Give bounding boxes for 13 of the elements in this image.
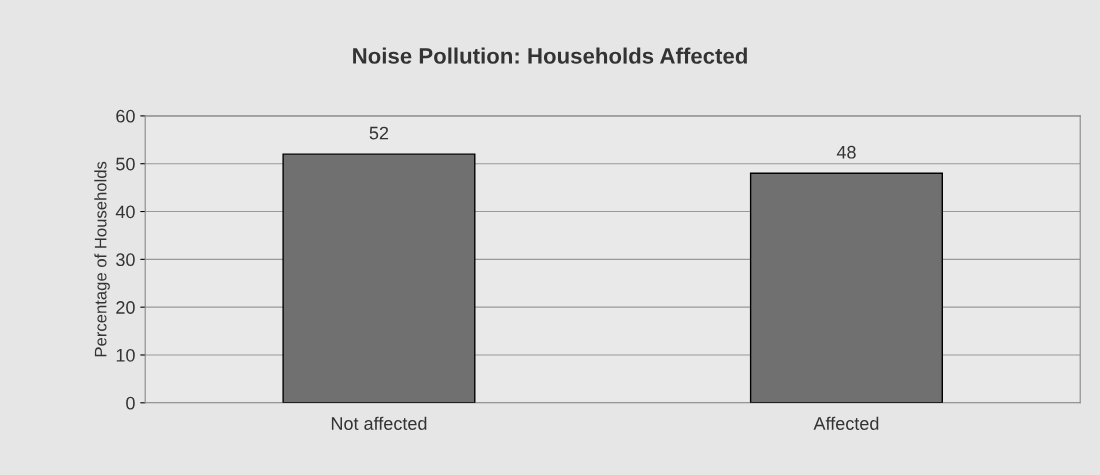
- y-tick-label: 50: [116, 157, 135, 171]
- chart-title: Noise Pollution: Households Affected: [353, 47, 747, 64]
- x-tick-label: Affected: [813, 416, 879, 430]
- y-tick-label: 40: [115, 205, 135, 219]
- y-tick-label: 20: [116, 301, 135, 314]
- x-tick-label: Not affected: [331, 416, 427, 430]
- y-tick-label: 10: [116, 348, 135, 362]
- y-tick-label: 60: [116, 109, 135, 123]
- y-tick-label: 30: [116, 253, 135, 267]
- data-label: 52: [369, 126, 389, 140]
- y-tick-label: 0: [126, 396, 135, 410]
- data-label: 48: [836, 145, 856, 159]
- y-axis-title: Percentage of Households: [94, 161, 110, 357]
